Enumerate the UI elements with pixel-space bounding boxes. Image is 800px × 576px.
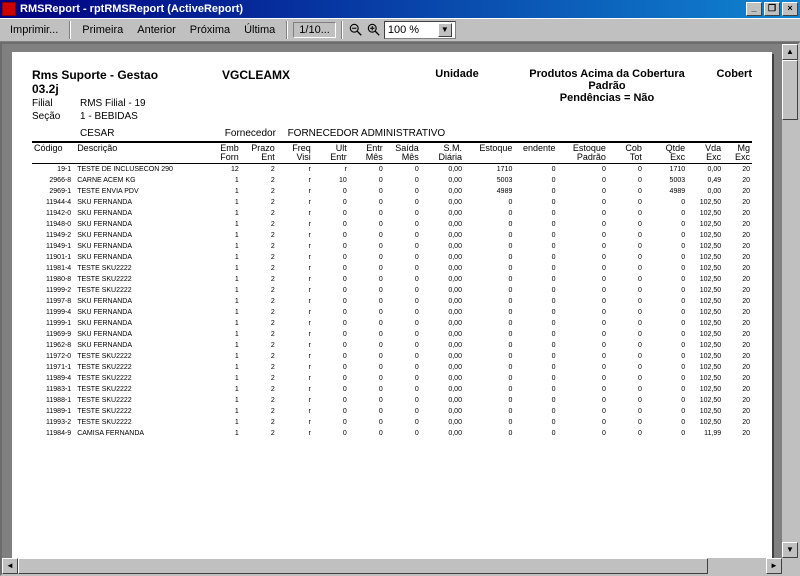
table-row: 11989-1TESTE SKU222212r0000,0000000102,5…: [32, 406, 752, 417]
scroll-thumb-horizontal[interactable]: [18, 558, 708, 574]
fornecedor-label: Fornecedor: [225, 128, 285, 139]
chevron-down-icon: ▼: [438, 23, 452, 37]
table-row: 11942-0SKU FERNANDA12r0000,0000000102,50…: [32, 208, 752, 219]
table-row: 11948-0SKU FERNANDA12r0000,0000000102,50…: [32, 219, 752, 230]
separator: [286, 21, 288, 39]
secao-value: 1 - BEBIDAS: [80, 111, 138, 122]
toolbar: Imprimir... Primeira Anterior Próxima Úl…: [0, 18, 800, 42]
table-row: 2966-8CARNE ACEM KG12r10000,005003000500…: [32, 175, 752, 186]
pendencias-label: Pendências = Não: [522, 92, 692, 104]
prev-page-button[interactable]: Anterior: [131, 22, 182, 38]
scroll-left-button[interactable]: ◄: [2, 558, 18, 574]
table-row: 11971-1TESTE SKU222212r0000,0000000102,5…: [32, 362, 752, 373]
filial-value: RMS Filial - 19: [80, 98, 146, 109]
scroll-thumb-vertical[interactable]: [782, 60, 798, 120]
report-version: 03.2j: [32, 82, 222, 96]
window-title: RMSReport - rptRMSReport (ActiveReport): [20, 3, 746, 15]
table-row: 11989-4TESTE SKU222212r0000,0000000102,5…: [32, 373, 752, 384]
table-row: 11949-2SKU FERNANDA12r0000,0000000102,50…: [32, 230, 752, 241]
table-row: 11999-4SKU FERNANDA12r0000,0000000102,50…: [32, 307, 752, 318]
scroll-up-button[interactable]: ▲: [782, 44, 798, 60]
table-row: 11962-8SKU FERNANDA12r0000,0000000102,50…: [32, 340, 752, 351]
report-title: Produtos Acima da Cobertura Padrão: [522, 68, 692, 92]
zoom-out-icon: [349, 23, 363, 37]
table-row: 11999-2TESTE SKU222212r0000,0000000102,5…: [32, 285, 752, 296]
zoom-select[interactable]: 100 % ▼: [384, 21, 456, 39]
filial-label: Filial: [32, 98, 80, 109]
table-header-row: Código Descrição EmbFornPrazoEntFreqVisi…: [32, 143, 752, 164]
table-row: 11983-1TESTE SKU222212r0000,0000000102,5…: [32, 384, 752, 395]
scroll-right-button[interactable]: ►: [766, 558, 782, 574]
separator: [69, 21, 71, 39]
next-page-button[interactable]: Próxima: [184, 22, 236, 38]
table-row: 11949-1SKU FERNANDA12r0000,0000000102,50…: [32, 241, 752, 252]
vertical-scrollbar[interactable]: ▲ ▼: [782, 44, 798, 558]
table-row: 11944-4SKU FERNANDA12r0000,0000000102,50…: [32, 197, 752, 208]
minimize-button[interactable]: _: [746, 2, 762, 16]
table-row: 11993-2TESTE SKU222212r0000,0000000102,5…: [32, 417, 752, 428]
print-button[interactable]: Imprimir...: [4, 22, 64, 38]
table-row: 11972-0TESTE SKU222212r0000,0000000102,5…: [32, 351, 752, 362]
window-titlebar: RMSReport - rptRMSReport (ActiveReport) …: [0, 0, 800, 18]
table-row: 19-1TESTE DE INCLUSECON 290122rr000,0017…: [32, 164, 752, 176]
scroll-corner: [782, 558, 798, 574]
table-row: 11984-9CAMISA FERNANDA12r0000,000000011,…: [32, 428, 752, 439]
secao-label: Seção: [32, 111, 80, 122]
company-name: Rms Suporte - Gestao: [32, 68, 222, 82]
cobert-label: Cobert: [692, 68, 752, 122]
page-indicator[interactable]: 1/10...: [293, 22, 336, 38]
table-row: 11981-4TESTE SKU222212r0000,0000000102,5…: [32, 263, 752, 274]
report-viewport: Rms Suporte - Gestao 03.2j FilialRMS Fil…: [0, 42, 800, 576]
zoom-in-button[interactable]: [366, 22, 382, 38]
report-page: Rms Suporte - Gestao 03.2j FilialRMS Fil…: [12, 52, 772, 576]
close-button[interactable]: ×: [782, 2, 798, 16]
report-table: Código Descrição EmbFornPrazoEntFreqVisi…: [32, 142, 752, 439]
table-row: 11980-8TESTE SKU222212r0000,0000000102,5…: [32, 274, 752, 285]
cesar-value: CESAR: [80, 128, 114, 139]
scroll-down-button[interactable]: ▼: [782, 542, 798, 558]
table-row: 11969-9SKU FERNANDA12r0000,0000000102,50…: [32, 329, 752, 340]
table-row: 11997-8SKU FERNANDA12r0000,0000000102,50…: [32, 296, 752, 307]
fornecedor-value: FORNECEDOR ADMINISTRATIVO: [288, 128, 446, 139]
unidade-label: Unidade: [392, 68, 522, 122]
app-icon: [2, 2, 16, 16]
separator: [341, 21, 343, 39]
maximize-button[interactable]: ❐: [764, 2, 780, 16]
table-row: 11999-1SKU FERNANDA12r0000,0000000102,50…: [32, 318, 752, 329]
zoom-out-button[interactable]: [348, 22, 364, 38]
vg-code: VGCLEAMX: [222, 68, 392, 122]
first-page-button[interactable]: Primeira: [76, 22, 129, 38]
horizontal-scrollbar[interactable]: ◄ ►: [2, 558, 782, 574]
table-row: 11988-1TESTE SKU222212r0000,0000000102,5…: [32, 395, 752, 406]
table-row: 11901-1SKU FERNANDA12r0000,0000000102,50…: [32, 252, 752, 263]
zoom-in-icon: [367, 23, 381, 37]
zoom-value: 100 %: [388, 24, 419, 36]
last-page-button[interactable]: Última: [238, 22, 281, 38]
table-row: 2969-1TESTE ENVIA PDV12r0000,00498900049…: [32, 186, 752, 197]
